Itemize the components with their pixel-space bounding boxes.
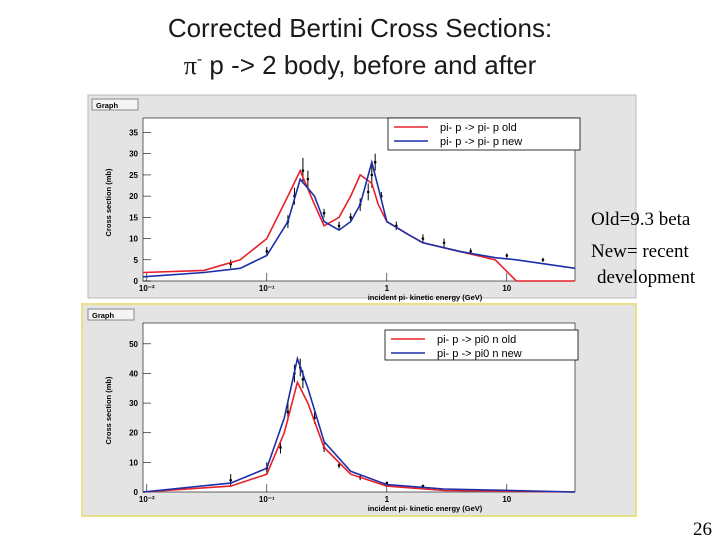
x-tick-label: 10 bbox=[502, 495, 511, 504]
x-tick-label: 1 bbox=[385, 495, 390, 504]
x-axis-label: incident pi- kinetic energy (GeV) bbox=[368, 504, 483, 513]
series-line bbox=[142, 159, 576, 278]
legend-box bbox=[387, 117, 581, 151]
legend-label: pi- p -> pi- p new bbox=[440, 136, 522, 148]
y-tick-label: 10 bbox=[129, 235, 138, 244]
frame-label: Graph bbox=[92, 311, 115, 320]
frame-label: Graph bbox=[96, 101, 119, 110]
y-tick-label: 25 bbox=[129, 171, 138, 180]
data-point bbox=[301, 378, 305, 381]
legend-box bbox=[384, 329, 579, 361]
superscript: - bbox=[197, 51, 202, 68]
y-axis-label: Cross section (mb) bbox=[104, 376, 113, 444]
y-tick-label: 15 bbox=[129, 213, 138, 222]
data-point bbox=[279, 446, 282, 449]
y-tick-label: 5 bbox=[134, 256, 139, 265]
x-tick-label: 1 bbox=[385, 284, 390, 293]
legend-label: pi- p -> pi0 n old bbox=[437, 334, 516, 346]
subtitle-text: p -> 2 body, before and after bbox=[202, 50, 536, 80]
x-tick-label: 10⁻² bbox=[139, 284, 155, 293]
y-tick-label: 50 bbox=[129, 340, 138, 349]
data-point bbox=[286, 410, 290, 414]
legend-label: pi- p -> pi- p old bbox=[440, 122, 517, 134]
y-tick-label: 40 bbox=[129, 369, 138, 378]
note: New= recent bbox=[591, 241, 689, 262]
y-tick-label: 10 bbox=[129, 458, 138, 467]
data-point bbox=[442, 241, 446, 245]
x-tick-label: 10⁻² bbox=[139, 495, 155, 504]
slide-title: Corrected Bertini Cross Sections: bbox=[168, 13, 552, 43]
x-axis-label: incident pi- kinetic energy (GeV) bbox=[368, 293, 483, 302]
data-point bbox=[349, 216, 352, 219]
data-point bbox=[322, 211, 326, 215]
x-tick-label: 10⁻¹ bbox=[259, 284, 275, 293]
frame-tab bbox=[91, 98, 139, 111]
data-point bbox=[469, 249, 472, 253]
legend-label: pi- p -> pi0 n new bbox=[437, 348, 522, 360]
data-point bbox=[505, 254, 509, 257]
series-line bbox=[142, 355, 576, 493]
y-axis-label: Cross section (mb) bbox=[104, 168, 113, 236]
data-point bbox=[366, 190, 370, 194]
note: Old=9.3 beta bbox=[591, 209, 691, 230]
pi-symbol: π bbox=[184, 51, 197, 80]
series-line bbox=[142, 380, 576, 493]
data-point bbox=[421, 237, 425, 240]
y-tick-label: 30 bbox=[129, 150, 138, 159]
data-point bbox=[370, 173, 374, 177]
y-tick-label: 0 bbox=[134, 277, 139, 286]
data-point bbox=[301, 169, 305, 172]
data-point bbox=[229, 478, 232, 482]
y-tick-label: 0 bbox=[134, 488, 139, 497]
x-tick-label: 10 bbox=[502, 284, 511, 293]
data-point bbox=[541, 258, 545, 262]
y-tick-label: 20 bbox=[129, 429, 138, 438]
x-tick-label: 10⁻¹ bbox=[259, 495, 275, 504]
y-tick-label: 20 bbox=[129, 192, 138, 201]
data-point bbox=[306, 177, 310, 181]
data-point bbox=[265, 249, 269, 253]
page-number: 26 bbox=[693, 519, 712, 540]
y-tick-label: 35 bbox=[129, 128, 138, 137]
data-point bbox=[337, 224, 341, 228]
slide-subtitle: π- p -> 2 body, before and after bbox=[184, 50, 537, 80]
data-point bbox=[373, 160, 377, 164]
frame-tab bbox=[87, 308, 135, 321]
note: development bbox=[597, 267, 696, 288]
y-tick-label: 30 bbox=[129, 399, 138, 408]
data-point bbox=[337, 464, 341, 467]
